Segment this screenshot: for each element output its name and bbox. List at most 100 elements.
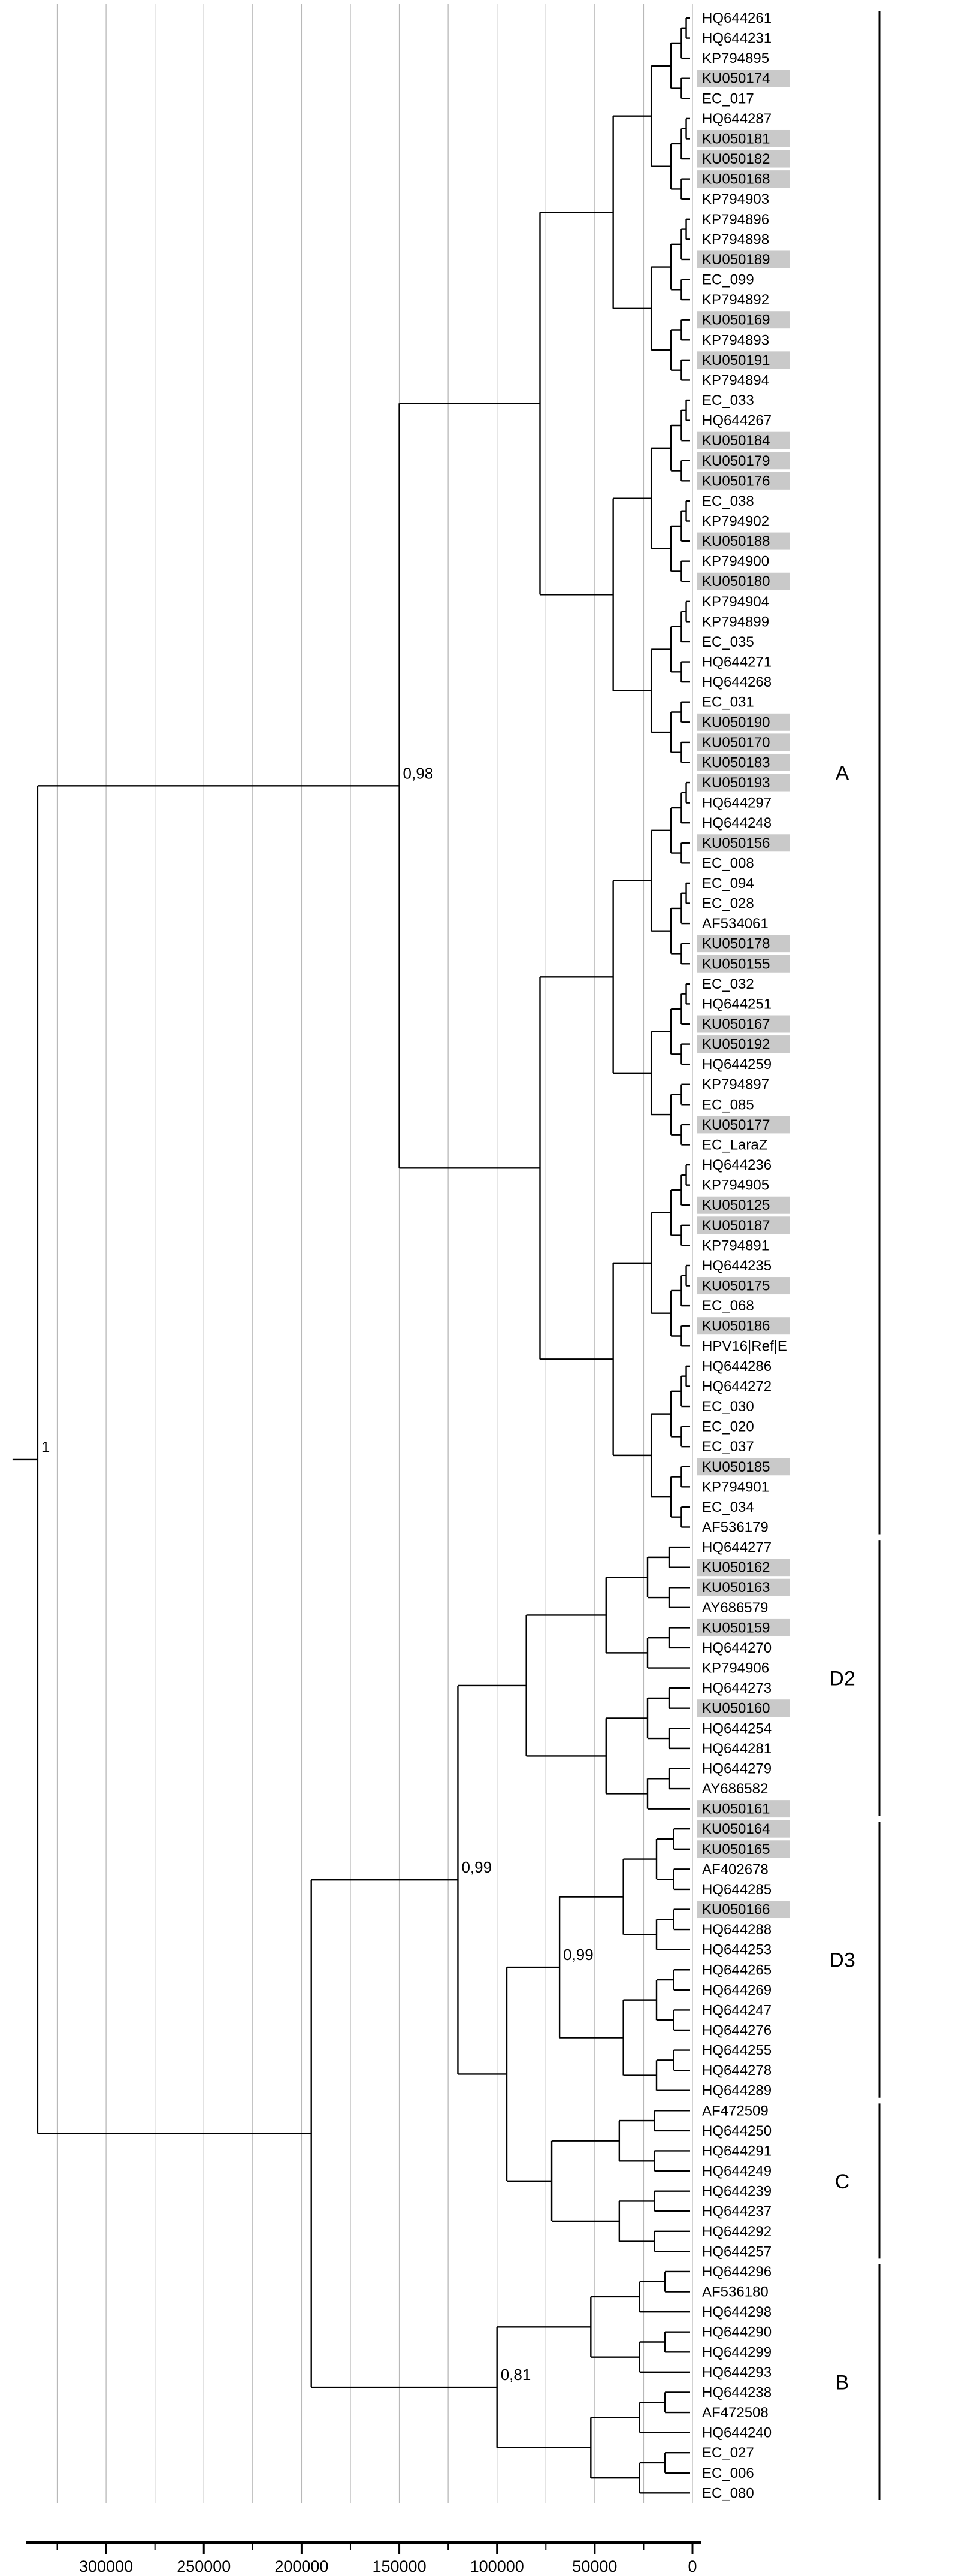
taxon-label: KU050187 — [702, 1218, 770, 1234]
highlight-box — [697, 834, 790, 852]
highlight-box — [697, 1820, 790, 1838]
highlight-box — [697, 1800, 790, 1818]
taxon-label: KU050160 — [702, 1701, 770, 1717]
taxon-label: HQ644273 — [702, 1680, 772, 1696]
taxon-label: HQ644236 — [702, 1157, 772, 1173]
taxon-label: KU050167 — [702, 1016, 770, 1032]
taxon-label: AF472508 — [702, 2405, 769, 2421]
clade-label-A: A — [836, 762, 849, 784]
taxon-label: KU050181 — [702, 131, 770, 147]
taxon-label: KU050125 — [702, 1197, 770, 1213]
taxon-label: KU050161 — [702, 1801, 770, 1817]
highlight-box — [697, 1035, 790, 1053]
highlight-box — [697, 1277, 790, 1295]
taxon-label: HQ644251 — [702, 996, 772, 1012]
taxon-label: KU050183 — [702, 754, 770, 771]
taxon-label: KU050180 — [702, 573, 770, 590]
taxon-label: HQ644237 — [702, 2203, 772, 2219]
taxon-label: HQ644278 — [702, 2062, 772, 2079]
highlight-box — [697, 1578, 790, 1596]
taxon-label: HQ644277 — [702, 1539, 772, 1556]
taxon-label: HQ644271 — [702, 654, 772, 671]
highlight-box — [697, 753, 790, 771]
taxon-label: EC_028 — [702, 896, 754, 912]
taxon-label: EC_034 — [702, 1499, 754, 1515]
taxon-label: KP794891 — [702, 1237, 769, 1254]
taxon-label: EC_068 — [702, 1298, 754, 1314]
taxon-label: KP794895 — [702, 50, 769, 67]
highlight-box — [697, 1840, 790, 1858]
taxon-label: HQ644292 — [702, 2224, 772, 2240]
taxon-label: HQ644257 — [702, 2243, 772, 2260]
taxon-label: AF536179 — [702, 1520, 769, 1536]
taxon-label: AF536180 — [702, 2284, 769, 2300]
taxon-label: KU050165 — [702, 1841, 770, 1858]
highlight-box — [697, 955, 790, 973]
taxon-label: AF534061 — [702, 916, 769, 932]
taxon-label: HQ644269 — [702, 1982, 772, 1998]
taxon-label: EC_008 — [702, 855, 754, 871]
taxon-label: HQ644270 — [702, 1640, 772, 1656]
highlight-box — [697, 472, 790, 490]
taxon-label: EC_030 — [702, 1399, 754, 1415]
support-value: 0,98 — [403, 764, 434, 782]
highlight-box — [697, 1216, 790, 1234]
support-value: 0,81 — [501, 2366, 531, 2384]
taxon-label: KU050159 — [702, 1620, 770, 1636]
taxon-label: HQ644261 — [702, 10, 772, 26]
highlight-box — [697, 532, 790, 550]
taxon-label: KP794900 — [702, 554, 769, 570]
taxon-label: HQ644254 — [702, 1720, 772, 1737]
support-value: 1 — [41, 1438, 50, 1456]
taxon-label: HQ644293 — [702, 2364, 772, 2381]
scale-tick-label: 100000 — [470, 2557, 524, 2575]
taxon-label: HQ644299 — [702, 2344, 772, 2360]
scale-tick-label: 250000 — [177, 2557, 231, 2575]
taxon-label: HQ644285 — [702, 1882, 772, 1898]
highlight-box — [697, 170, 790, 188]
clade-label-C: C — [835, 2170, 850, 2193]
taxon-label: KP794894 — [702, 372, 769, 388]
taxon-label: HQ644267 — [702, 413, 772, 429]
taxon-label: HQ644287 — [702, 111, 772, 127]
taxon-label: EC_094 — [702, 875, 754, 892]
clade-label-D3: D3 — [829, 1949, 855, 1971]
taxon-label: KP794898 — [702, 231, 769, 247]
scale-tick-label: 150000 — [372, 2557, 426, 2575]
taxon-label: KP794902 — [702, 514, 769, 530]
taxon-label: KP794893 — [702, 332, 769, 348]
clade-label-D2: D2 — [829, 1667, 855, 1690]
taxon-label: HQ644265 — [702, 1962, 772, 1978]
taxon-label: HQ644276 — [702, 2022, 772, 2039]
taxon-label: HQ644249 — [702, 2163, 772, 2179]
highlight-box — [697, 129, 790, 147]
taxon-label: KU050179 — [702, 453, 770, 469]
clade-label-B: B — [836, 2372, 849, 2394]
highlight-box — [697, 431, 790, 449]
taxon-label: HQ644240 — [702, 2425, 772, 2441]
taxon-label: HQ644250 — [702, 2123, 772, 2139]
taxon-label: HQ644288 — [702, 1922, 772, 1938]
taxon-label: EC_080 — [702, 2485, 754, 2501]
taxon-label: HQ644259 — [702, 1056, 772, 1073]
taxon-label: KU050166 — [702, 1902, 770, 1918]
taxon-label: HQ644235 — [702, 1258, 772, 1274]
taxon-label: HQ644268 — [702, 674, 772, 690]
support-labels: 0,98 0,99 0,99 0,81 1 — [41, 764, 594, 2384]
highlight-box — [697, 1196, 790, 1214]
taxon-label: KU050169 — [702, 312, 770, 328]
taxon-label: KU050156 — [702, 835, 770, 851]
taxon-label: KU050162 — [702, 1560, 770, 1576]
scale-bar: 300000 250000 200000 150000 100000 50000 0 — [26, 2541, 701, 2575]
highlight-box — [697, 351, 790, 369]
highlight-box — [697, 311, 790, 329]
taxon-label: HQ644248 — [702, 815, 772, 831]
taxon-label: KU050193 — [702, 775, 770, 791]
taxon-label: KP794892 — [702, 292, 769, 308]
taxon-label: HQ644291 — [702, 2143, 772, 2159]
taxon-label: HQ644253 — [702, 1942, 772, 1958]
taxon-label: HQ644290 — [702, 2324, 772, 2341]
taxon-label: EC_037 — [702, 1439, 754, 1455]
taxon-label: KU050189 — [702, 252, 770, 268]
